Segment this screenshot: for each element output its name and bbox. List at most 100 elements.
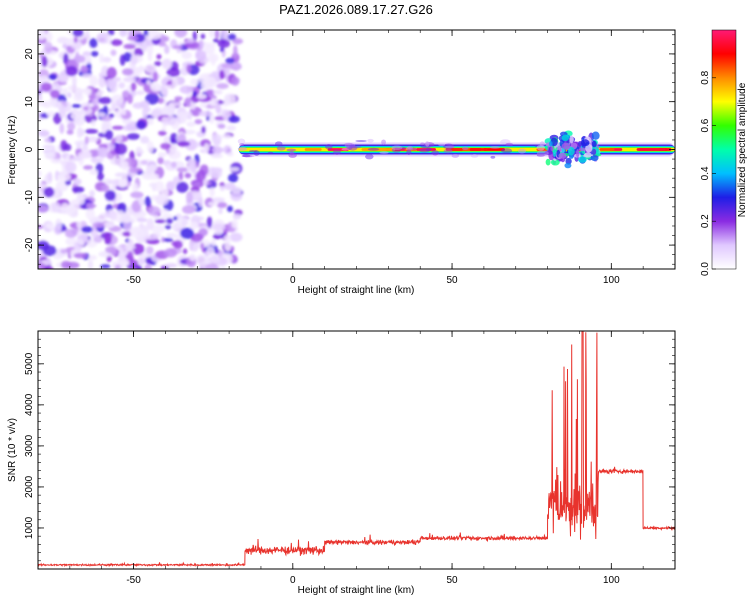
noise-blob [121, 68, 134, 76]
signal-wisp [470, 154, 479, 158]
noise-blob [126, 84, 132, 94]
noise-blob [145, 235, 159, 241]
noise-blob [146, 43, 154, 56]
noise-blob [192, 30, 197, 42]
noise-blob [186, 63, 192, 74]
noise-blob [225, 57, 235, 65]
noise-blob [84, 128, 99, 134]
noise-blob [207, 201, 219, 206]
noise-blob [111, 125, 124, 130]
noise-blob [186, 121, 196, 127]
noise-blob [86, 202, 96, 209]
noise-blob [102, 56, 112, 63]
snr-frame [37, 330, 676, 570]
noise-blob [199, 102, 208, 108]
snr-ytick-label: 2000 [24, 475, 35, 498]
noise-blob [44, 41, 53, 54]
noise-blob [67, 122, 76, 131]
noise-blob [85, 30, 90, 41]
signal-wisp [425, 147, 432, 152]
spectrogram-xlabel: Height of straight line (km) [298, 285, 415, 296]
noise-blob [150, 109, 162, 119]
noise-blob [75, 52, 80, 64]
noise-blob [77, 151, 92, 159]
spectrogram-xtick-label: 100 [603, 275, 620, 286]
turbulence-blob [561, 134, 570, 142]
noise-blob [167, 103, 176, 115]
noise-blob [153, 61, 162, 67]
noise-blob [184, 172, 192, 179]
noise-blob [189, 253, 196, 262]
noise-blob [64, 161, 77, 173]
noise-blob [72, 186, 85, 193]
noise-blob [73, 87, 83, 99]
noise-blob [145, 93, 160, 105]
noise-blob [160, 142, 172, 150]
noise-blob [227, 33, 237, 41]
noise-blob [42, 144, 56, 149]
noise-blob [211, 153, 224, 159]
turbulence-blob [558, 152, 567, 159]
noise-blob [91, 119, 96, 127]
noise-blob [203, 76, 217, 89]
noise-blob [172, 45, 184, 50]
noise-blob [146, 246, 154, 254]
noise-blob [97, 89, 105, 95]
noise-blob [92, 104, 100, 112]
noise-blob [76, 238, 84, 245]
noise-blob [193, 215, 199, 220]
noise-blob [45, 222, 54, 229]
noise-blob [114, 264, 121, 269]
noise-blob [210, 254, 220, 264]
noise-blob [54, 225, 62, 235]
noise-blob [158, 130, 167, 136]
noise-blob [212, 234, 221, 240]
turbulence-blob [580, 139, 590, 147]
noise-blob [157, 152, 167, 158]
turbulence-blob [596, 148, 600, 156]
noise-blob [203, 178, 209, 186]
noise-blob [98, 77, 106, 89]
signal-wisp [286, 148, 297, 152]
noise-blob [110, 49, 117, 56]
noise-blob [230, 76, 240, 86]
noise-blob [214, 265, 220, 269]
noise-blob [213, 138, 221, 147]
noise-blob [42, 100, 53, 109]
spectrogram-xtick-label: -50 [126, 275, 141, 286]
noise-blob [164, 224, 172, 230]
noise-blob [170, 161, 177, 168]
noise-blob [82, 142, 88, 151]
noise-blob [209, 187, 215, 197]
noise-blob [123, 221, 132, 232]
noise-blob [73, 252, 88, 259]
noise-blob [226, 125, 237, 131]
noise-blob [60, 226, 68, 232]
noise-blob [195, 254, 210, 265]
signal-wisp [344, 142, 353, 146]
noise-blob [207, 53, 219, 63]
noise-blob [71, 103, 82, 109]
snr-series-line [38, 331, 675, 568]
signal-core [483, 148, 505, 151]
signal-wisp [407, 145, 413, 150]
snr-ytick-label: 3000 [24, 434, 35, 457]
signal-wisp [536, 150, 549, 156]
colorbar: 0.0 0.2 0.4 0.6 0.8 Normalized spectral ampl… [700, 29, 748, 276]
noise-blob [231, 218, 239, 229]
noise-blob [126, 251, 134, 262]
noise-blob [205, 263, 218, 269]
noise-blob [118, 249, 126, 261]
noise-blob [89, 38, 98, 49]
signal-wisp [341, 147, 349, 151]
noise-blob [142, 40, 147, 53]
snr-panel: -50 0 50 100 1000 2000 3000 4000 5000 Height of … [7, 330, 676, 596]
noise-blob [173, 240, 183, 249]
noise-blob [73, 36, 78, 43]
signal-wisp [518, 148, 527, 154]
noise-blob [149, 173, 160, 180]
noise-blob [160, 236, 166, 243]
noise-blob [90, 51, 99, 57]
noise-blob [63, 143, 72, 152]
noise-blob [175, 111, 190, 117]
